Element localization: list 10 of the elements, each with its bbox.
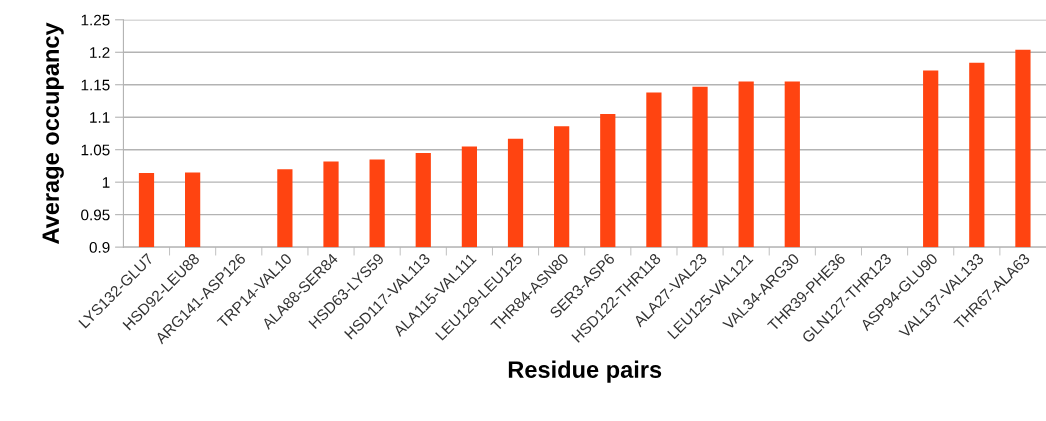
y-tick-label: 1.15 <box>81 79 110 91</box>
y-tick-label: 0.95 <box>81 209 110 221</box>
y-tick-label: 1.05 <box>81 144 110 156</box>
y-tick-label: 1.1 <box>90 112 110 123</box>
y-axis-title: Average occupancy <box>42 22 64 244</box>
x-axis-title: Residue pairs <box>508 360 662 383</box>
y-tick-label: 1 <box>102 177 110 188</box>
y-tick-label: 1.25 <box>81 14 110 26</box>
y-tick-label: 0.9 <box>89 241 110 253</box>
y-tick-label: 1.2 <box>90 47 110 58</box>
